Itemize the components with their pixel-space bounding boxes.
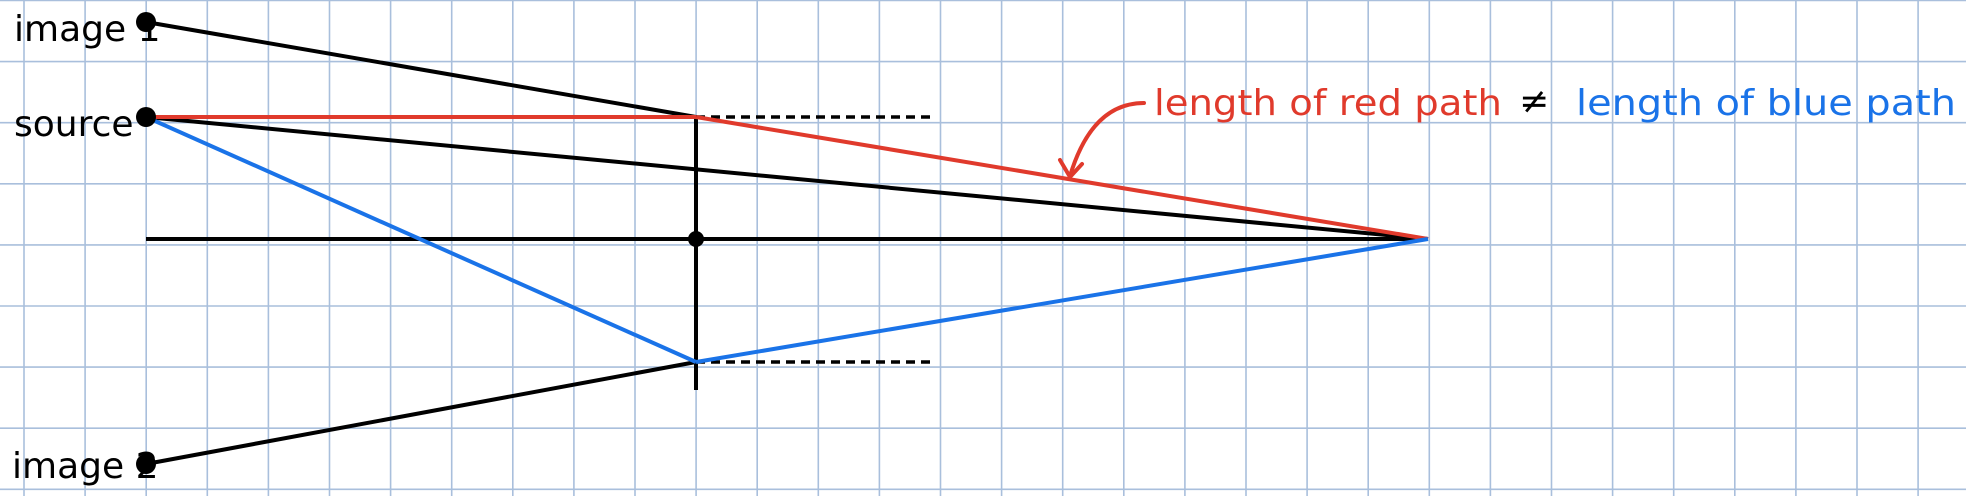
not-equal-sign: ≠ (1519, 81, 1549, 122)
image1-point (136, 12, 156, 32)
red-path-annotation: length of red path (1154, 83, 1502, 124)
source-point (136, 107, 156, 127)
blue-path-segment-2 (695, 237, 1429, 364)
blue-path (145, 115, 1429, 364)
red-path (146, 115, 1429, 241)
source-to-focus-line (145, 115, 1429, 241)
source-label: source (14, 104, 134, 145)
red-path-segment-2 (695, 115, 1429, 241)
points (136, 12, 704, 474)
image1-ray (145, 20, 697, 119)
annotation-arrow (1058, 101, 1146, 179)
image1-label: image 1 (14, 9, 160, 50)
arrow-curve (1068, 101, 1146, 178)
black-lines (145, 20, 1429, 466)
arrow-head (1058, 158, 1084, 179)
center-point (688, 231, 704, 247)
image2-label: image 2 (12, 446, 158, 487)
image2-point (136, 454, 156, 474)
blue-path-segment-1 (145, 115, 697, 364)
image2-ray (145, 360, 697, 466)
blue-path-annotation: length of blue path (1576, 83, 1956, 124)
dashed-extensions (696, 115, 930, 364)
